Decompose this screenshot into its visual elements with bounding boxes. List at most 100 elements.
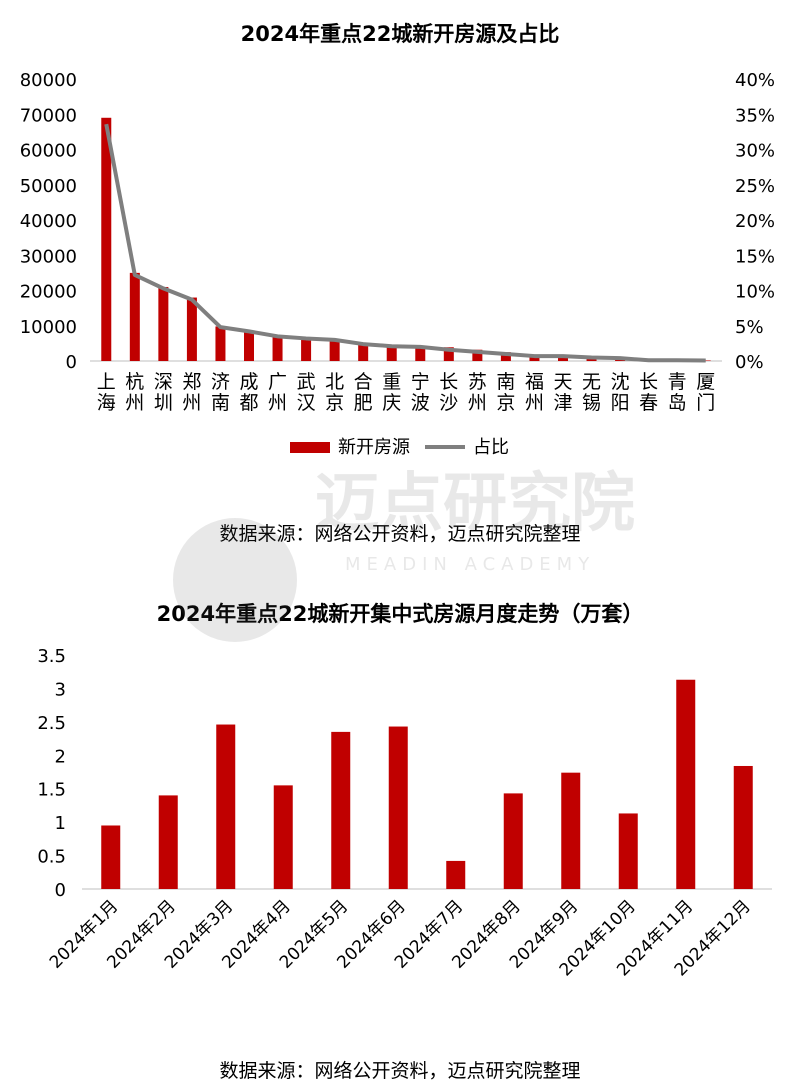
x-tick-label-上海: 海 [97, 392, 116, 414]
bar-2024年5月 [331, 731, 351, 889]
x-tick-label-深圳: 圳 [154, 392, 173, 414]
chart1-y-axis-right: 0% 5% 10% 15% 20% 25% 30% 35% 40% [735, 70, 775, 373]
share-line [104, 123, 706, 363]
x-tick-label-北京: 北 [325, 371, 344, 393]
bar-南京 [500, 352, 511, 361]
x-tick-label-合肥: 合 [354, 371, 373, 393]
y-tick-label: 40000 [20, 211, 77, 232]
x-tick-label-济南: 济 [211, 371, 230, 393]
y-tick-label: 2.5 [37, 713, 66, 734]
x-tick-label-杭州: 州 [125, 392, 144, 414]
x-tick-label-成都: 成 [239, 371, 258, 393]
y-tick-label: 0 [66, 352, 77, 373]
x-tick-label-无锡: 无 [582, 371, 601, 393]
chart2-y-axis: 0 0.5 1 1.5 2 2.5 3 3.5 [37, 646, 66, 901]
bar-天津 [558, 356, 568, 361]
bar-2024年12月 [733, 765, 753, 889]
legend-bar-swatch [290, 442, 330, 453]
x-tick-label-武汉: 武 [297, 371, 316, 393]
bar-2024年10月 [618, 813, 638, 889]
x-tick-label-上海: 上 [97, 371, 116, 393]
y-tick-label: 0.5 [37, 847, 66, 868]
chart1-source-note: 数据来源：网络公开资料，迈点研究院整理 [219, 523, 581, 545]
bar-合肥 [358, 343, 369, 361]
chart1-title: 2024年重点22城新开房源及占比 [240, 22, 560, 46]
x-tick-label-深圳: 深 [154, 371, 173, 393]
x-tick-label-郑州: 郑 [182, 371, 201, 393]
legend-bar-label: 新开房源 [338, 437, 410, 458]
y2-tick-label: 30% [735, 141, 775, 162]
bar-2024年1月 [101, 825, 121, 889]
watermark-subtext: MEADIN ACADEMY [345, 554, 595, 575]
x-tick-label-合肥: 肥 [354, 392, 373, 414]
y-tick-label: 80000 [20, 70, 77, 91]
chart1-legend: 新开房源 占比 [290, 437, 509, 458]
bar-宁波 [415, 346, 426, 361]
y2-tick-label: 20% [735, 211, 775, 232]
bar-上海 [101, 117, 112, 362]
y-tick-label: 0 [55, 880, 66, 901]
bar-2024年7月 [446, 860, 466, 889]
chart2-svg: 0 0.5 1 1.5 2 2.5 3 3.5 2024年1月2024年2月2024年3月20… [37, 646, 772, 980]
x-tick-label-重庆: 重 [382, 371, 401, 393]
y-tick-label: 30000 [20, 246, 77, 267]
y2-tick-label: 5% [735, 317, 764, 338]
y-tick-label: 60000 [20, 141, 77, 162]
y2-tick-label: 15% [735, 246, 775, 267]
x-tick-label-沈阳: 阳 [611, 392, 630, 414]
bar-苏州 [472, 349, 483, 361]
bar-杭州 [129, 272, 140, 361]
x-tick-label-长沙: 长 [439, 371, 458, 393]
x-tick-label-郑州: 州 [182, 392, 201, 414]
x-tick-label-厦门: 门 [696, 392, 715, 414]
x-tick-label-南京: 南 [496, 371, 515, 393]
x-tick-label-宁波: 宁 [411, 371, 430, 393]
y-tick-label: 20000 [20, 282, 77, 303]
x-tick-label-青岛: 青 [668, 371, 687, 393]
x-tick-label-武汉: 汉 [297, 392, 316, 414]
x-tick-label-北京: 京 [325, 392, 344, 414]
bar-深圳 [158, 286, 169, 361]
x-tick-label-厦门: 厦 [696, 371, 715, 393]
y2-tick-label: 10% [735, 282, 775, 303]
y-tick-label: 1 [55, 813, 66, 834]
bar-厦门 [700, 360, 711, 361]
chart2-bars [101, 679, 753, 889]
bar-成都 [244, 331, 254, 361]
y-tick-label: 2 [55, 746, 66, 767]
x-tick-label-福州: 州 [525, 392, 544, 414]
chart2-title: 2024年重点22城新开集中式房源月度走势（万套） [156, 602, 644, 626]
y-tick-label: 10000 [20, 317, 77, 338]
chart1-svg: 0 10000 20000 30000 40000 50000 60000 70000 8000… [20, 70, 775, 458]
y2-tick-label: 40% [735, 70, 775, 91]
x-tick-label-苏州: 苏 [468, 371, 487, 393]
x-tick-label-南京: 京 [496, 392, 515, 414]
bar-广州 [272, 335, 283, 361]
chart1-x-labels: 上海杭州深圳郑州济南成都广州武汉北京合肥重庆宁波长沙苏州南京福州天津无锡沈阳长春… [97, 371, 715, 414]
bar-2024年8月 [503, 793, 523, 889]
x-tick-label-广州: 州 [268, 392, 287, 414]
y-tick-label: 3.5 [37, 646, 66, 667]
y-tick-label: 3 [55, 679, 66, 700]
bar-2024年9月 [561, 772, 581, 889]
bar-北京 [329, 339, 340, 361]
y2-tick-label: 25% [735, 176, 775, 197]
x-tick-label-天津: 津 [553, 392, 572, 414]
legend-line-label: 占比 [473, 437, 509, 458]
bar-2024年2月 [158, 795, 178, 889]
x-tick-label-沈阳: 沈 [611, 371, 630, 393]
chart2-x-labels: 2024年1月2024年2月2024年3月2024年4月2024年5月2024年… [46, 896, 755, 980]
bar-武汉 [301, 338, 312, 361]
x-tick-label-苏州: 州 [468, 392, 487, 414]
bar-重庆 [386, 345, 397, 361]
x-tick-label-杭州: 杭 [125, 371, 144, 393]
x-tick-label-长沙: 沙 [439, 392, 458, 414]
bar-2024年4月 [273, 785, 293, 889]
bar-济南 [215, 326, 226, 361]
x-tick-label-成都: 都 [239, 392, 258, 414]
y2-tick-label: 35% [735, 105, 775, 126]
bar-2024年3月 [216, 724, 236, 889]
bar-长沙 [443, 347, 454, 361]
x-tick-label-青岛: 岛 [668, 392, 687, 414]
x-tick-label-长春: 长 [639, 371, 658, 393]
